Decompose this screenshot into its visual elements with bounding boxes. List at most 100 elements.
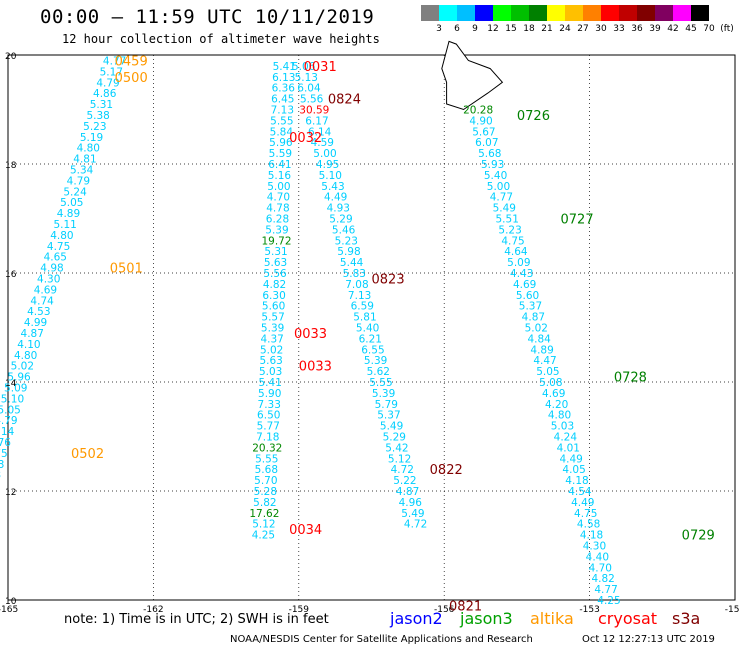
swh-value: 5.46: [332, 224, 356, 236]
swh-value: 4.75: [0, 448, 8, 460]
swh-value: 5.03: [259, 366, 282, 378]
swh-value: 5.16: [268, 170, 292, 182]
swh-value: 4.64: [504, 246, 528, 258]
swh-value: 4.53: [27, 306, 50, 318]
lat-tick-label: 14: [5, 379, 17, 389]
swh-value: 4.82: [263, 279, 286, 291]
swh-value: 4.49: [559, 453, 582, 465]
swh-value: 5.40: [356, 323, 379, 335]
pass-time-label: 0501: [110, 262, 143, 277]
swh-value: 4.80: [14, 350, 37, 362]
pass-time-label: 0032: [289, 131, 322, 146]
swh-value: 4.77: [103, 55, 126, 67]
swh-value: 4.59: [311, 137, 334, 149]
swh-value: 5.12: [252, 519, 275, 531]
swh-value: 5.37: [377, 410, 400, 422]
legend-entry-s3a: s3a: [672, 609, 701, 628]
swh-value: 4.76: [0, 437, 11, 449]
pass-time-label: 0726: [517, 109, 550, 124]
lat-tick-label: 20: [5, 52, 17, 62]
swh-value: 5.96: [7, 372, 31, 384]
swh-value: 5.39: [372, 388, 395, 400]
swh-value: 4.30: [583, 541, 606, 553]
scale-label: 24: [559, 24, 571, 34]
swh-value: 4.75: [501, 235, 524, 247]
scale-label: 70: [703, 24, 715, 34]
lat-tick-label: 10: [5, 597, 17, 607]
pass-time-label: 0822: [430, 463, 463, 478]
swh-value: 4.77: [594, 584, 617, 596]
swh-value: 5.14: [0, 426, 15, 438]
legend-entry-jason3: jason3: [460, 609, 513, 628]
scale-swatch: [565, 5, 583, 21]
lat-tick-label: 18: [5, 161, 17, 171]
swh-value: 5.29: [383, 432, 406, 444]
scale-label: (ft): [720, 24, 734, 34]
swh-value: 5.10: [1, 393, 24, 405]
swh-value: 6.17: [305, 115, 328, 127]
swh-value: 6.14: [308, 126, 332, 138]
swh-value: 4.54: [568, 486, 592, 498]
swh-value: 4.05: [562, 464, 585, 476]
credit-line: NOAA/NESDIS Center for Satellite Applica…: [230, 634, 533, 645]
lat-tick-label: 12: [5, 488, 16, 498]
swh-value: 5.09: [4, 382, 27, 394]
swh-value: 5.98: [337, 246, 360, 258]
pass-time-label: 0500: [115, 71, 148, 86]
swh-value: 6.21: [359, 333, 382, 345]
swh-value: 4.49: [571, 497, 594, 509]
swh-value: 4.80: [77, 143, 100, 155]
scale-label: 42: [667, 24, 679, 34]
swh-value: 5.49: [493, 203, 516, 215]
scale-label: 36: [631, 24, 643, 34]
swh-value: 5.49: [401, 508, 424, 520]
swh-value: 5.68: [478, 148, 501, 160]
swh-value: 5.63: [259, 355, 282, 367]
swh-value: 19.72: [261, 235, 291, 247]
swh-value: 4.93: [327, 203, 350, 215]
pass-time-label: 0459: [115, 54, 148, 69]
swh-value: 4.79: [0, 415, 18, 427]
swh-value: 5.37: [519, 301, 542, 313]
swh-value: 5.55: [270, 115, 293, 127]
swh-value: 4.72: [404, 519, 427, 531]
swh-value: 6.50: [257, 410, 280, 422]
swh-value: 5.03: [551, 421, 574, 433]
swh-value: 5.90: [258, 388, 281, 400]
swh-value: 4.98: [40, 263, 63, 275]
swh-value: 4.75: [574, 508, 597, 520]
swh-value: 4.79: [96, 77, 119, 89]
scale-swatch: [691, 5, 709, 21]
swh-value: 5.57: [261, 312, 284, 324]
swh-value: 4.69: [513, 279, 536, 291]
footnote: note: 1) Time is in UTC; 2) SWH is in fe…: [64, 612, 329, 627]
swh-value: 6.41: [268, 159, 291, 171]
swh-value: 5.82: [253, 497, 276, 509]
scale-label: 12: [487, 24, 499, 34]
swh-value: 5.60: [516, 290, 539, 302]
swh-value: 5.17: [100, 66, 123, 78]
pass-time-label: 0031: [304, 60, 337, 75]
swh-value: 4.48: [0, 470, 1, 482]
swh-value: 4.87: [396, 486, 419, 498]
swh-value: 4.65: [44, 252, 67, 264]
swh-value: 5.02: [11, 361, 34, 373]
swh-value: 5.60: [262, 301, 285, 313]
swh-value: 6.30: [262, 290, 285, 302]
scale-label: 18: [523, 24, 535, 34]
swh-value: 6.36: [272, 83, 296, 95]
scale-label: 33: [613, 24, 625, 34]
pass-time-label: 0729: [682, 529, 715, 544]
generated-timestamp: Oct 12 12:27:13 UTC 2019: [582, 634, 715, 645]
swh-value: 4.72: [391, 464, 414, 476]
swh-value: 5.09: [507, 257, 530, 269]
swh-value: 4.79: [67, 175, 90, 187]
swh-value: 5.00: [487, 181, 510, 193]
scale-swatch: [493, 5, 511, 21]
swh-value: 7.08: [345, 279, 368, 291]
pass-time-label: 0034: [289, 523, 322, 538]
lon-tick-label: -156: [434, 605, 455, 615]
swh-value: 5.63: [264, 257, 287, 269]
swh-value: 5.00: [313, 148, 336, 160]
swh-value: 5.56: [263, 268, 287, 280]
